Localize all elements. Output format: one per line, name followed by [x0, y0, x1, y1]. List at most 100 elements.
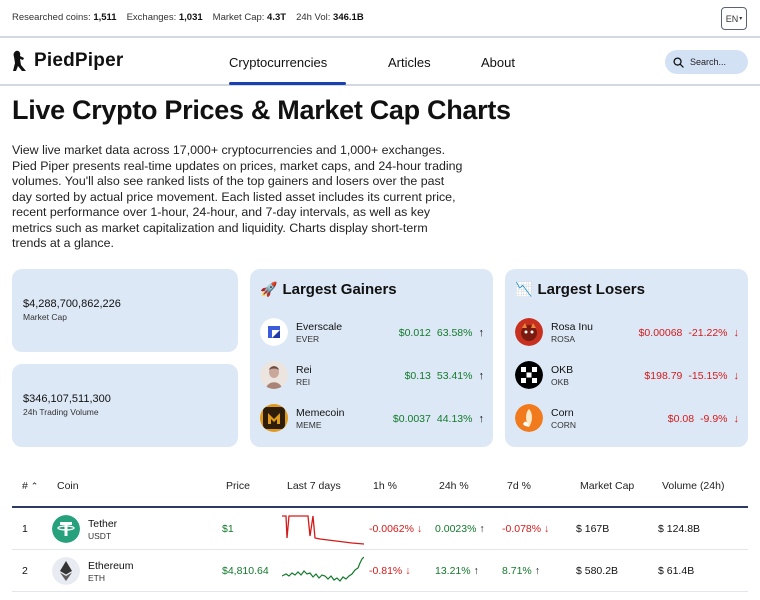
header-last-7-days: Last 7 days: [287, 480, 341, 492]
row-7d: 8.71% ↑: [502, 565, 540, 577]
arrow-down-icon: ↓: [733, 327, 740, 339]
coin-change: $0.13 53.41% ↑: [405, 370, 484, 382]
gainer-item-everscale[interactable]: Everscale EVER $0.012 63.58% ↑: [260, 317, 484, 349]
header-24h[interactable]: 24h %: [439, 480, 469, 492]
arrow-up-icon: ↑: [479, 523, 485, 535]
arrow-up-icon: ↑: [478, 370, 485, 382]
chart-down-icon: 📉: [515, 281, 533, 297]
coin-price: $198.79: [644, 370, 683, 382]
row-volume: $ 61.4B: [658, 565, 695, 577]
arrow-down-icon: ↓: [416, 523, 423, 535]
row-coin-name[interactable]: Tether: [88, 518, 118, 530]
coin-change: $0.08 -9.9% ↓: [668, 413, 739, 425]
row-1h-value: -0.81%: [369, 565, 403, 577]
language-label: EN: [725, 13, 739, 24]
coin-percent: -9.9%: [700, 413, 728, 425]
stat-researched-coins: Researched coins: 1,511: [12, 12, 117, 23]
row-coin-name[interactable]: Ethereum: [88, 560, 134, 572]
corn-icon: [515, 404, 543, 432]
row-coin-symbol: ETH: [88, 573, 105, 583]
top-stats-bar: Researched coins: 1,511 Exchanges: 1,031…: [0, 0, 760, 38]
arrow-up-icon: ↑: [473, 565, 479, 577]
search-icon: [673, 56, 684, 68]
loser-item-rosa-inu[interactable]: Rosa Inu ROSA $0.00068 -21.22% ↓: [515, 317, 739, 349]
header-market-cap[interactable]: Market Cap: [580, 480, 635, 492]
rosa-inu-icon: [515, 318, 543, 346]
coin-price: $0.012: [398, 327, 431, 339]
table-header-divider: [12, 506, 748, 508]
ethereum-icon: [52, 557, 80, 585]
market-cap-value: $4,288,700,862,226: [23, 298, 121, 310]
memecoin-icon: [260, 404, 288, 432]
row-market-cap: $ 580.2B: [576, 565, 619, 577]
coin-symbol: CORN: [551, 420, 577, 430]
coin-percent: 63.58%: [436, 327, 473, 339]
header-coin[interactable]: Coin: [57, 480, 79, 492]
page-title: Live Crypto Prices & Market Cap Charts: [12, 95, 511, 125]
losers-title-text: Largest Losers: [537, 281, 645, 298]
page-description: View live market data across 17,000+ cry…: [12, 143, 463, 250]
active-nav-indicator: [229, 82, 346, 85]
stat-exchanges: Exchanges: 1,031: [126, 12, 203, 23]
row-1h: -0.0062% ↓: [369, 523, 422, 535]
coin-percent: 53.41%: [436, 370, 473, 382]
search-box[interactable]: [665, 50, 748, 74]
arrow-up-icon: ↑: [478, 327, 485, 339]
search-input[interactable]: [690, 57, 742, 67]
header-price[interactable]: Price: [226, 480, 250, 492]
coin-change: $198.79 -15.15% ↓: [644, 370, 739, 382]
trading-volume-value: $346,107,511,300: [23, 393, 111, 405]
row-market-cap: $ 167B: [576, 523, 610, 535]
header-7d[interactable]: 7d %: [507, 480, 531, 492]
losers-title: 📉 Largest Losers: [515, 281, 645, 298]
header-rank[interactable]: # ⌃: [22, 480, 38, 492]
row-volume: $ 124.8B: [658, 523, 701, 535]
nav-cryptocurrencies[interactable]: Cryptocurrencies: [229, 55, 328, 70]
coin-symbol: MEME: [296, 420, 322, 430]
coin-name: Memecoin: [296, 407, 345, 419]
row-price: $4,810.64: [222, 565, 269, 577]
main-nav: PiedPiper Cryptocurrencies Articles Abou…: [0, 40, 760, 86]
row-1h: -0.81% ↓: [369, 565, 410, 577]
logo[interactable]: PiedPiper: [12, 50, 123, 72]
loser-item-corn[interactable]: Corn CORN $0.08 -9.9% ↓: [515, 403, 739, 435]
table-row[interactable]: 1 Tether USDT $1 -0.0062% ↓ 0.0023% ↑ -0…: [12, 508, 748, 550]
row-24h: 13.21% ↑: [435, 565, 479, 577]
coin-price: $0.08: [667, 413, 695, 425]
coin-price: $0.00068: [638, 327, 683, 339]
header-volume-24h[interactable]: Volume (24h): [662, 480, 725, 492]
sparkline-chart: [282, 556, 364, 582]
nav-articles[interactable]: Articles: [388, 55, 431, 70]
gainer-item-rei[interactable]: Rei REI $0.13 53.41% ↑: [260, 360, 484, 392]
row-7d: -0.078% ↓: [502, 523, 549, 535]
tether-icon: [52, 515, 80, 543]
coin-percent: -21.22%: [688, 327, 728, 339]
sparkline-chart: [282, 515, 364, 545]
row-24h-value: 13.21%: [435, 565, 471, 577]
gainers-title-text: Largest Gainers: [282, 281, 397, 298]
largest-losers-panel: 📉 Largest Losers Rosa Inu ROSA $0.00068 …: [505, 269, 748, 447]
rocket-icon: 🚀: [260, 281, 278, 297]
row-24h-value: 0.0023%: [435, 523, 477, 535]
loser-item-okb[interactable]: OKB OKB $198.79 -15.15% ↓: [515, 360, 739, 392]
coin-name: OKB: [551, 364, 574, 376]
arrow-down-icon: ↓: [405, 565, 411, 577]
everscale-icon: [260, 318, 288, 346]
row-rank: 2: [22, 565, 28, 577]
header-rank-label: #: [22, 480, 28, 492]
gainer-item-memecoin[interactable]: Memecoin MEME $0.0037 44.13% ↑: [260, 403, 484, 435]
table-row[interactable]: 2 Ethereum ETH $4,810.64 -0.81% ↓ 13.21%…: [12, 550, 748, 592]
language-selector[interactable]: EN ▾: [721, 7, 747, 30]
arrow-up-icon: ↑: [478, 413, 485, 425]
arrow-up-icon: ↑: [534, 565, 540, 577]
row-1h-value: -0.0062%: [369, 523, 414, 535]
logo-text: PiedPiper: [34, 50, 124, 71]
coin-symbol: EVER: [296, 334, 320, 344]
row-price: $1: [222, 523, 234, 535]
okb-icon: [515, 361, 543, 389]
header-1h[interactable]: 1h %: [373, 480, 397, 492]
piper-logo-icon: [13, 50, 26, 71]
rei-icon: [260, 361, 288, 389]
arrow-down-icon: ↓: [733, 370, 740, 382]
nav-about[interactable]: About: [481, 55, 515, 70]
